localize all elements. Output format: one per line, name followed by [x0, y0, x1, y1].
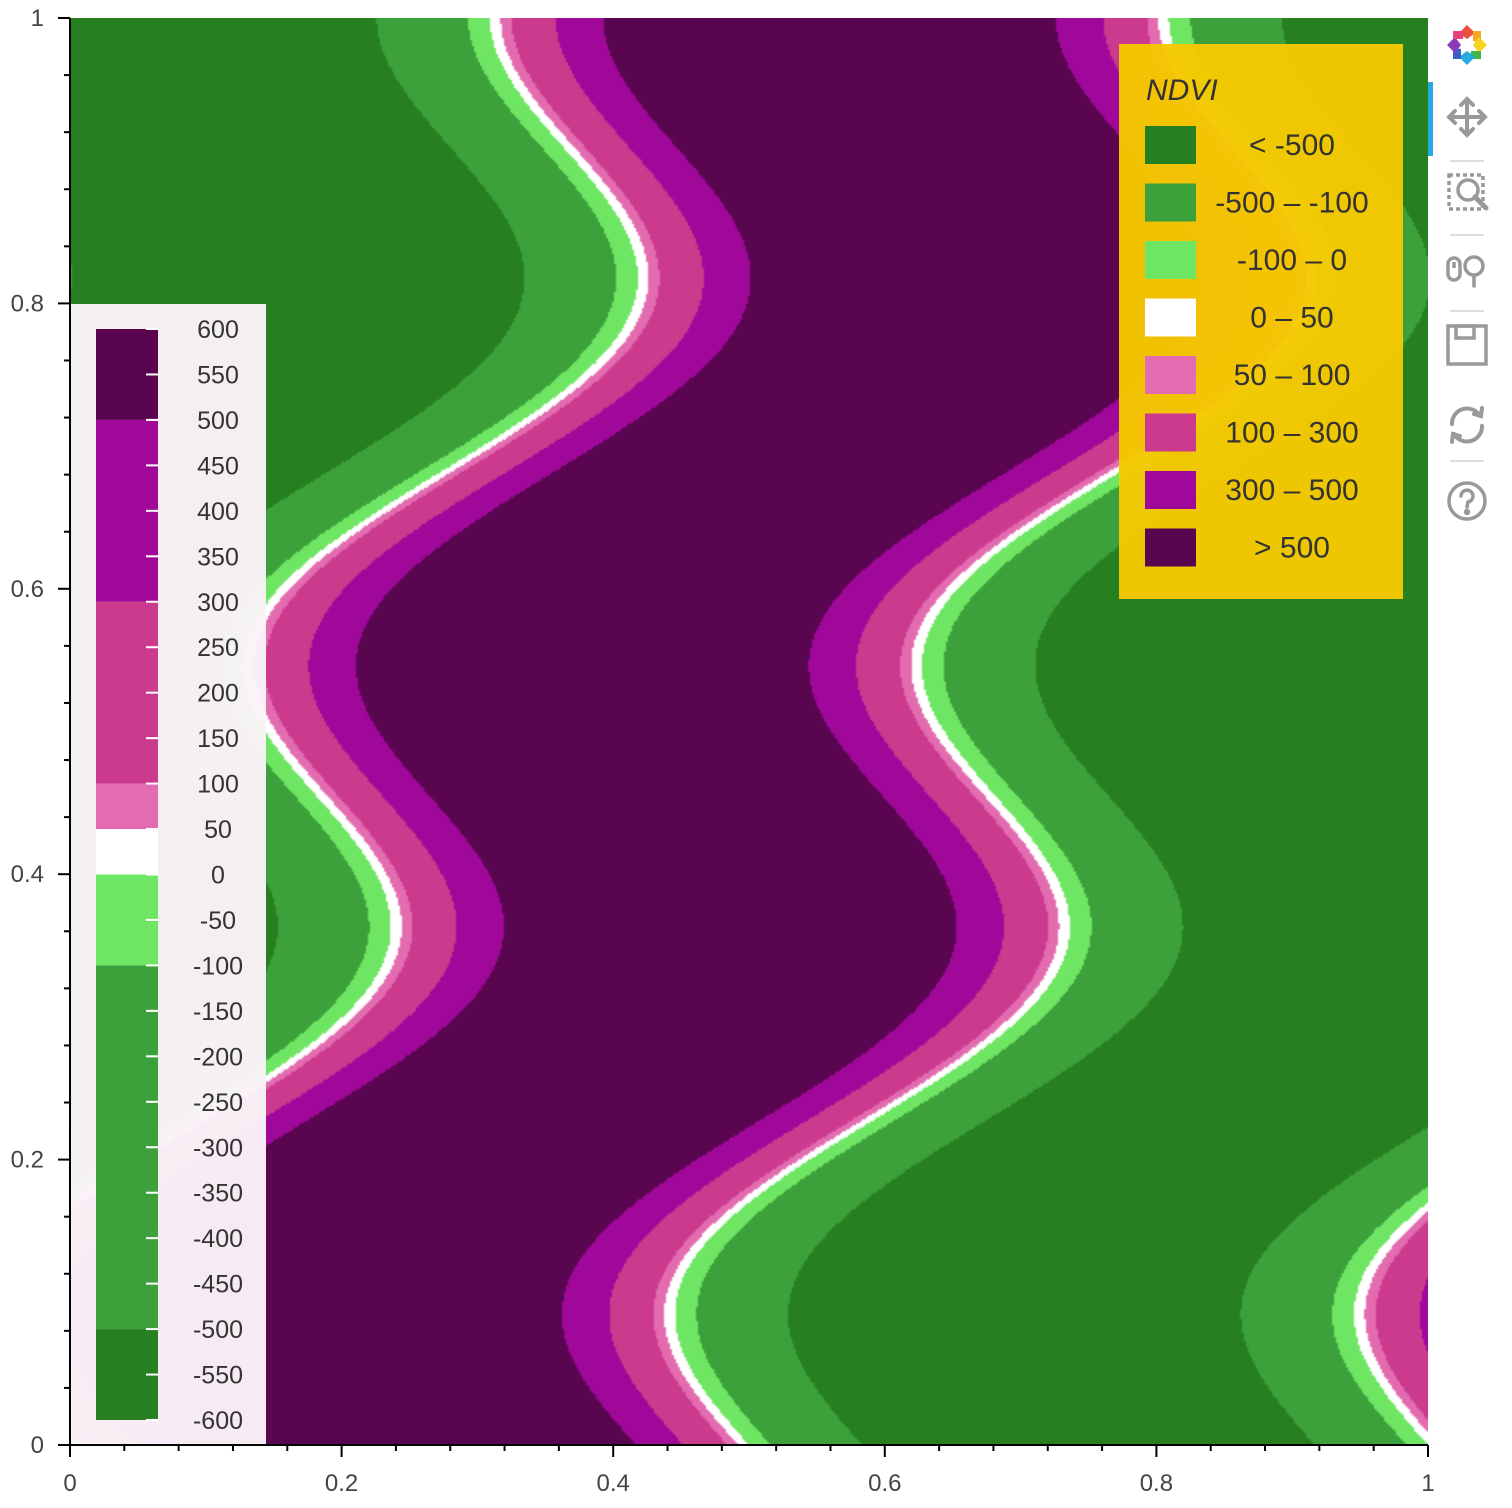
toolbar-separator: [1450, 460, 1484, 462]
colorbar: 600550500450400350300250200150100500-50-…: [71, 304, 266, 1444]
legend: NDVI < -500 -500 – -100 -100 – 0 0 – 50 50 –…: [1119, 44, 1403, 599]
colorbar-tick-label: 200: [197, 680, 239, 708]
colorbar-tick-label: 50: [204, 816, 232, 844]
y-tick-label: 0.4: [11, 861, 44, 888]
y-tick-label: 1: [31, 5, 44, 32]
colorbar-labels: 600550500450400350300250200150100500-50-…: [193, 316, 243, 1435]
colorbar-tick-label: 450: [197, 452, 239, 480]
colorbar-tick-label: -550: [193, 1362, 243, 1390]
colorbar-tick-label: -500: [193, 1316, 243, 1344]
colorbar-tick-label: -450: [193, 1271, 243, 1299]
x-tick-label: 0.6: [868, 1470, 901, 1497]
legend-entries: < -500 -500 – -100 -100 – 0 0 – 50 50 – 100 1…: [1145, 126, 1369, 567]
y-tick-label: 0.2: [11, 1147, 44, 1174]
colorbar-tick-label: 150: [197, 725, 239, 753]
colorbar-bands: [96, 329, 158, 1420]
x-axis-ticks: [69, 1445, 1429, 1457]
x-tick-label: 0.2: [325, 1470, 358, 1497]
colorbar-tick-label: -200: [193, 1043, 243, 1071]
colorbar-tick-label: 250: [197, 634, 239, 662]
y-tick-label: 0.8: [11, 290, 44, 317]
legend-label: -500 – -100: [1215, 187, 1368, 220]
colorbar-tick-label: 100: [197, 771, 239, 799]
colorbar-tick-label: 550: [197, 361, 239, 389]
toolbar-separator: [1450, 234, 1484, 236]
colorbar-tick-label: -600: [193, 1407, 243, 1435]
legend-label: 300 – 500: [1225, 474, 1358, 507]
legend-swatch: [1145, 241, 1196, 279]
wheel-zoom-icon[interactable]: [1440, 242, 1494, 296]
colorbar-tick-label: 350: [197, 543, 239, 571]
legend-label: 50 – 100: [1234, 359, 1351, 392]
legend-swatch: [1145, 356, 1196, 394]
active-tool-indicator: [1428, 82, 1433, 156]
colorbar-tick-label: -400: [193, 1225, 243, 1253]
toolbar-separator: [1450, 160, 1484, 162]
colorbar-band: [96, 783, 158, 830]
x-tick-label: 1: [1421, 1470, 1434, 1497]
legend-swatch: [1145, 126, 1196, 164]
axes: 0 0.2 0.4 0.6 0.8 1 0 0.2 0.4 0.6 0.8 1: [11, 5, 1435, 1497]
y-tick-label: 0: [31, 1432, 44, 1459]
legend-swatch: [1145, 471, 1196, 509]
legend-label: < -500: [1249, 129, 1335, 162]
colorbar-tick-label: -100: [193, 952, 243, 980]
y-axis-tick-labels: 0 0.2 0.4 0.6 0.8 1: [11, 5, 44, 1459]
help-icon[interactable]: [1440, 474, 1494, 528]
y-tick-label: 0.6: [11, 576, 44, 603]
colorbar-tick-label: -50: [200, 907, 236, 935]
colorbar-band: [96, 829, 158, 875]
x-tick-label: 0.4: [597, 1470, 630, 1497]
x-axis-tick-labels: 0 0.2 0.4 0.6 0.8 1: [63, 1470, 1434, 1497]
colorbar-ticks: [146, 328, 158, 1421]
legend-title: NDVI: [1146, 74, 1218, 107]
legend-swatch: [1145, 413, 1196, 452]
bokeh-logo-icon[interactable]: [1440, 18, 1494, 72]
colorbar-tick-label: -350: [193, 1180, 243, 1208]
legend-label: > 500: [1254, 532, 1330, 565]
plot-toolbar: [1428, 12, 1498, 532]
save-icon[interactable]: [1440, 318, 1494, 372]
colorbar-tick-label: 300: [197, 589, 239, 617]
colorbar-tick-label: -250: [193, 1089, 243, 1117]
colorbar-tick-label: 0: [211, 862, 225, 890]
legend-swatch: [1145, 183, 1196, 222]
colorbar-tick-label: -150: [193, 998, 243, 1026]
colorbar-tick-label: 400: [197, 498, 239, 526]
legend-swatch: [1145, 528, 1196, 567]
reset-icon[interactable]: [1440, 398, 1494, 452]
colorbar-tick-label: 500: [197, 407, 239, 435]
legend-label: 0 – 50: [1250, 302, 1333, 335]
toolbar-separator: [1450, 310, 1484, 312]
legend-swatch: [1145, 298, 1196, 337]
legend-label: -100 – 0: [1237, 244, 1347, 277]
box-zoom-icon[interactable]: [1440, 166, 1494, 220]
y-axis-ticks: [58, 17, 70, 1446]
colorbar-tick-label: 600: [197, 316, 239, 344]
x-tick-label: 0: [63, 1470, 76, 1497]
legend-label: 100 – 300: [1225, 417, 1358, 450]
x-tick-label: 0.8: [1140, 1470, 1173, 1497]
pan-icon[interactable]: [1440, 90, 1494, 144]
colorbar-tick-label: -300: [193, 1134, 243, 1162]
